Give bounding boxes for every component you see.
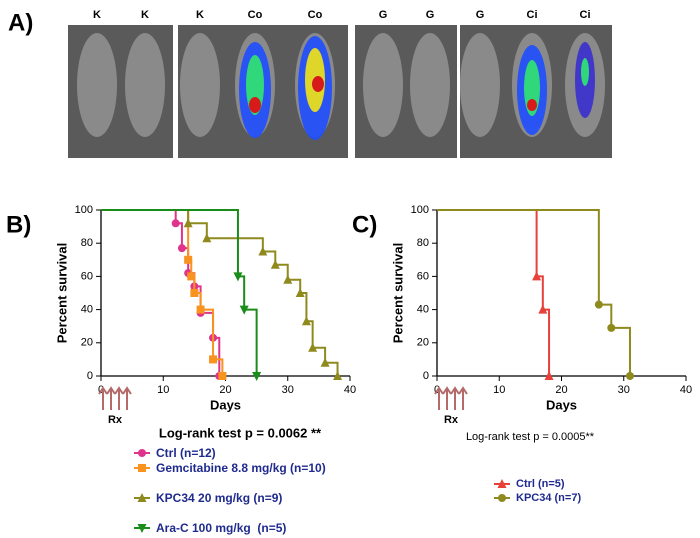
survival-curve [101,209,258,376]
marker [544,371,554,380]
legend-marker [137,493,147,502]
x-tick-label: 30 [618,384,630,396]
marker [258,246,268,256]
marker [538,304,548,314]
survival-curve [101,209,224,376]
x-axis-label: Days [210,397,241,412]
y-tick-label: 40 [81,304,93,316]
marker [171,219,180,228]
treatment-arrow [450,386,460,410]
marker [239,305,249,315]
y-tick-label: 100 [75,204,93,216]
marker [233,272,243,282]
marker [308,342,318,352]
legend-marker [138,449,146,457]
legend-entry: KPC34 (n=7) [516,492,582,504]
marker [218,372,227,380]
x-tick-label: 10 [493,384,505,396]
y-tick-label: 80 [81,237,93,249]
treatment-arrow [458,386,468,410]
treatment-arrow [434,386,444,410]
marker [283,274,293,284]
marker [594,300,603,309]
image-label: Co [308,9,323,21]
legend-entry: Ctrl (n=5) [516,478,565,490]
marker [607,323,616,332]
survival-curve [437,209,631,376]
treatment-arrow [122,386,132,410]
marker [190,289,199,297]
image-label: Ci [527,9,538,21]
y-axis-label: Percent survival [390,243,405,343]
marker [252,372,262,381]
legend-entry: Ctrl (n=12) [156,446,216,460]
marker [270,259,280,269]
annotation: Log-rank test p = 0.0005** [466,431,595,443]
x-tick-label: 30 [282,384,294,396]
marker [625,372,634,380]
marker [295,288,305,297]
marker [184,255,193,264]
marker [196,305,205,314]
annotation: Log-rank test p = 0.0062 ** [159,425,322,440]
mouse-images [68,25,612,158]
panel-label: B) [6,211,31,238]
x-tick-label: 40 [344,384,356,396]
legend-marker [498,494,506,502]
y-tick-label: 100 [411,204,429,216]
marker [532,271,542,281]
marker [209,355,218,364]
treatment-arrow [114,386,124,410]
treatment-label: Rx [444,414,459,426]
x-tick-label: 20 [555,384,567,396]
y-tick-label: 60 [81,270,93,282]
legend-marker [138,464,146,472]
legend-entry: Gemcitabine 8.8 mg/kg (n=10) [156,461,326,475]
treatment-arrow [106,386,116,410]
treatment-arrow [98,386,108,410]
legend-entry: KPC34 20 mg/kg (n=9) [156,491,283,505]
panel-label: C) [352,211,377,238]
x-tick-label: 40 [680,384,692,396]
marker [202,233,212,243]
image-label: G [379,9,388,21]
image-label: Co [248,9,263,21]
y-tick-label: 40 [417,304,429,316]
marker [177,244,186,253]
marker [187,272,196,281]
image-label: G [476,9,485,21]
y-tick-label: 0 [87,370,93,382]
treatment-label: Rx [108,414,123,426]
panel-label: A) [8,9,33,36]
marker [320,357,330,367]
legend-marker [497,479,507,488]
survival-curve [437,209,551,376]
x-axis-label: Days [546,397,577,412]
treatment-arrow [442,386,452,410]
y-tick-label: 20 [81,337,93,349]
x-tick-label: 10 [157,384,169,396]
x-tick-label: 20 [219,384,231,396]
y-axis-label: Percent survival [54,243,69,343]
legend-entry: Ara-C 100 mg/kg (n=5) [156,521,287,535]
y-tick-label: 60 [417,270,429,282]
y-tick-label: 20 [417,337,429,349]
image-label: K [93,9,101,21]
image-label: K [196,9,204,21]
marker [301,316,311,326]
marker [183,218,193,228]
y-tick-label: 0 [423,370,429,382]
marker [333,371,343,380]
legend-marker [137,524,147,533]
image-label: Ci [580,9,591,21]
y-tick-label: 80 [417,237,429,249]
image-label: K [141,9,149,21]
image-label: G [426,9,435,21]
